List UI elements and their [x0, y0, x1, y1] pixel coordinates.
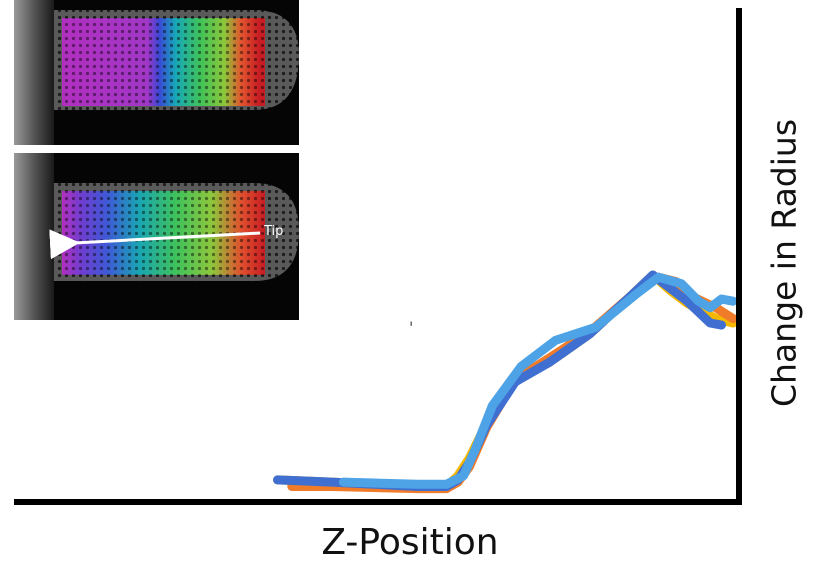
cell-wall	[14, 153, 54, 320]
x-axis-label: Z-Position	[300, 522, 520, 563]
inset-image-bottom: Tip	[14, 153, 299, 320]
inset-top-svg	[14, 0, 299, 145]
series-line-4	[343, 277, 733, 484]
series-line-3	[278, 275, 722, 487]
series-layer	[278, 275, 734, 489]
tip-label: Tip	[263, 224, 283, 239]
inset-bottom-svg: Tip	[14, 153, 299, 320]
cell-wall	[14, 0, 54, 145]
y-axis-label: Change in Radius	[765, 93, 804, 433]
texture-dots	[62, 18, 265, 106]
stray-mark: '	[409, 318, 413, 337]
inset-image-top	[14, 0, 299, 145]
